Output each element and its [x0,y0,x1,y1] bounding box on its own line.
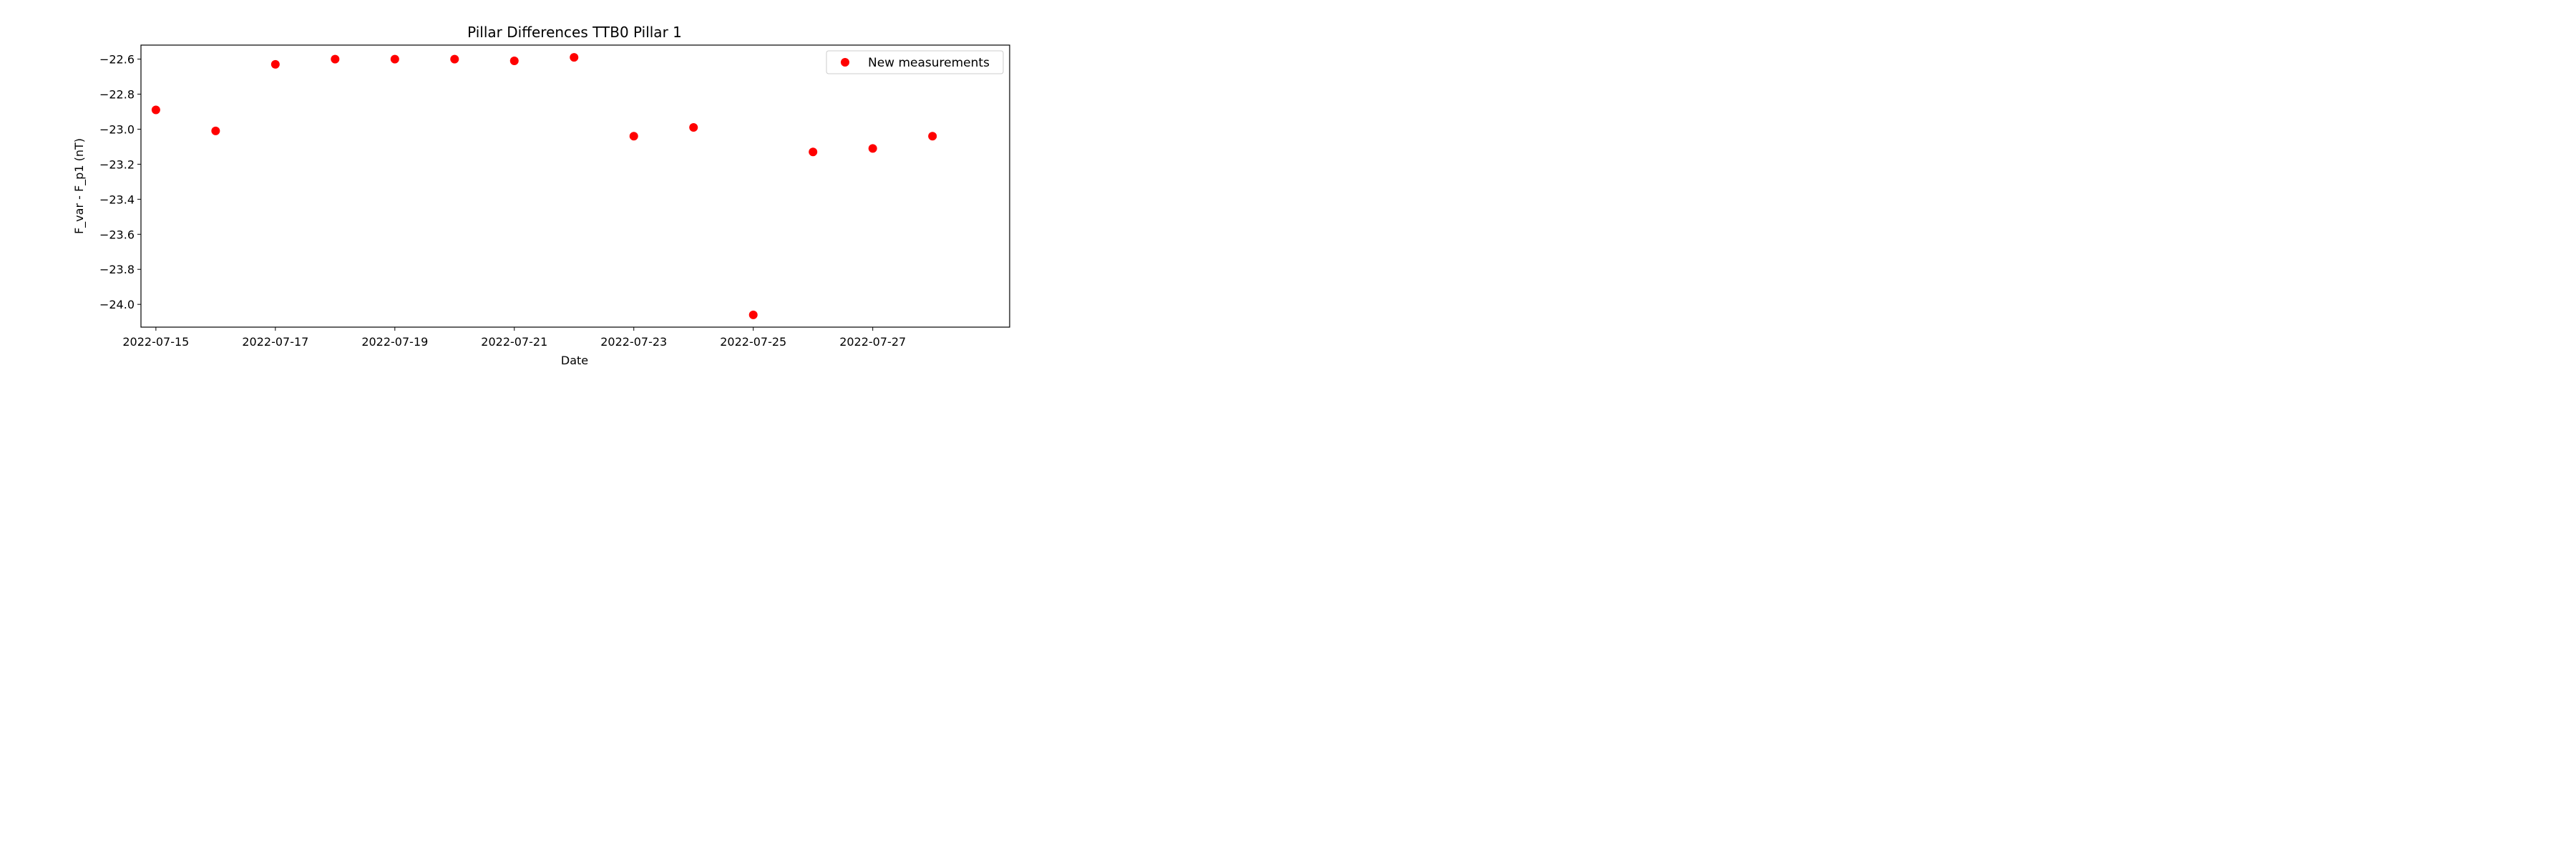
data-point [211,126,220,135]
y-tick-label: −23.8 [99,263,135,276]
y-axis-label: F_var - F_p1 (nT) [72,138,87,234]
x-tick-label: 2022-07-21 [481,335,547,349]
legend-box [826,50,1004,74]
data-point [689,123,698,132]
y-tick-label: −22.8 [99,88,135,102]
data-points [151,53,937,319]
y-tick-label: −24.0 [99,298,135,311]
data-point [868,144,877,153]
data-point [509,57,519,66]
x-tick-label: 2022-07-17 [242,335,308,349]
legend-marker-new-measurements [841,58,849,67]
legend-label-new-measurements: New measurements [868,56,990,70]
data-point [809,147,818,157]
y-tick-label: −23.4 [99,193,135,206]
y-tick-label: −22.6 [99,53,135,67]
x-tick-label: 2022-07-19 [361,335,428,349]
y-tick-label: −23.0 [99,122,135,136]
data-point [629,132,638,141]
x-axis-label: Date [561,354,588,367]
x-tick-label: 2022-07-15 [122,335,189,349]
data-point [450,54,459,64]
data-point [928,132,937,141]
data-point [748,310,758,319]
x-tick-label: 2022-07-25 [720,335,786,349]
y-tick-label: −23.2 [99,157,135,171]
data-point [331,54,340,64]
data-point [390,54,399,64]
chart-title: Pillar Differences TTB0 Pillar 1 [467,24,682,41]
scatter-chart: Pillar Differences TTB0 Pillar 1 Date F_… [72,24,1010,367]
axis-ticks: 2022-07-15 2022-07-17 2022-07-19 2022-07-21… [99,53,906,349]
x-tick-label: 2022-07-23 [600,335,667,349]
chart-container: Pillar Differences TTB0 Pillar 1 Date F_… [0,0,1109,370]
y-tick-label: −23.6 [99,228,135,241]
plot-area-frame [140,44,1010,328]
legend: New measurements [826,50,1004,74]
data-point [151,105,160,115]
x-tick-label: 2022-07-27 [839,335,906,349]
data-point [570,53,579,62]
data-point [270,59,280,69]
